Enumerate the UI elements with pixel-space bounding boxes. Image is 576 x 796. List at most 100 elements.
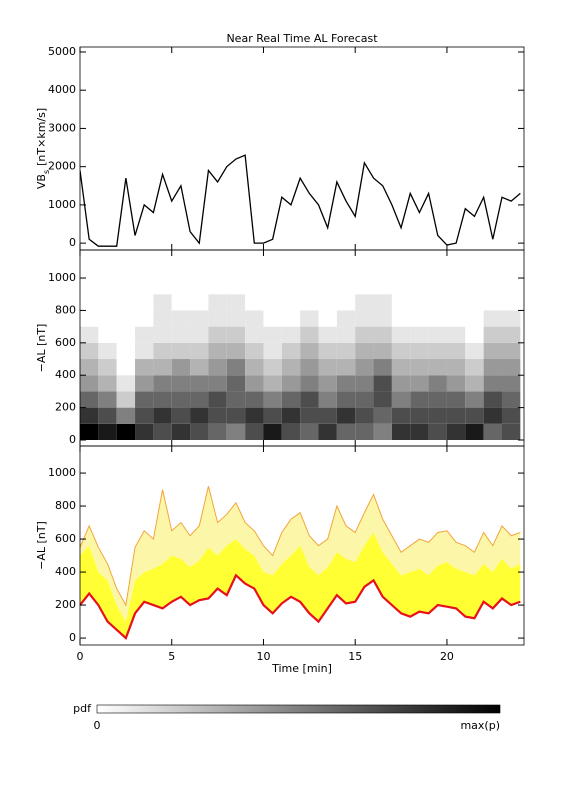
heat-cell bbox=[98, 407, 117, 424]
heat-cell bbox=[98, 326, 117, 343]
heat-cell bbox=[153, 310, 172, 327]
heat-cell bbox=[190, 342, 209, 360]
heat-cell bbox=[208, 375, 227, 392]
heat-cell bbox=[318, 423, 337, 441]
heat-cell bbox=[355, 407, 374, 424]
heat-cell bbox=[373, 342, 392, 360]
heat-cell bbox=[428, 310, 447, 327]
heat-cell bbox=[318, 326, 337, 343]
y-tick-label: 3000 bbox=[48, 121, 76, 134]
heat-cell bbox=[80, 375, 99, 392]
y-tick-label: 400 bbox=[55, 565, 76, 578]
heat-cell bbox=[116, 359, 136, 376]
heat-cell bbox=[171, 278, 191, 295]
heat-cell bbox=[501, 375, 521, 392]
heat-cell bbox=[208, 278, 227, 295]
heat-cell bbox=[483, 407, 502, 424]
heat-cell bbox=[410, 407, 429, 424]
heat-cell bbox=[226, 423, 246, 441]
heat-cell bbox=[373, 294, 392, 311]
heat-cell bbox=[263, 342, 282, 360]
y-axis-label-sub: s bbox=[42, 170, 51, 174]
heat-cell bbox=[245, 391, 264, 408]
heat-cell bbox=[300, 326, 319, 343]
heat-cell bbox=[483, 391, 502, 408]
heat-cell bbox=[446, 423, 466, 441]
heat-cell bbox=[391, 326, 411, 343]
heat-cell bbox=[190, 375, 209, 392]
x-tick-label: 5 bbox=[168, 650, 175, 663]
heat-cell bbox=[190, 359, 209, 376]
heat-cell bbox=[98, 359, 117, 376]
heat-cell bbox=[263, 375, 282, 392]
heat-cell bbox=[190, 391, 209, 408]
heat-cell bbox=[410, 423, 429, 441]
heat-cell bbox=[446, 375, 466, 392]
heat-cell bbox=[135, 342, 154, 360]
heat-cell bbox=[428, 359, 447, 376]
heat-cell bbox=[318, 294, 337, 311]
heat-cell bbox=[153, 407, 172, 424]
heat-cell bbox=[465, 391, 484, 408]
heat-cell bbox=[245, 294, 264, 311]
y-tick-label: 800 bbox=[55, 303, 76, 316]
heat-cell bbox=[355, 326, 374, 343]
heat-cell bbox=[80, 359, 99, 376]
heat-cell bbox=[80, 391, 99, 408]
heat-cell bbox=[336, 278, 356, 295]
heat-cell bbox=[373, 391, 392, 408]
heat-cell bbox=[300, 342, 319, 360]
y-tick-label: 4000 bbox=[48, 83, 76, 96]
heat-cell bbox=[190, 407, 209, 424]
heat-cell bbox=[135, 326, 154, 343]
heat-cell bbox=[446, 391, 466, 408]
heat-cell bbox=[446, 342, 466, 360]
chart-title: Near Real Time AL Forecast bbox=[226, 32, 378, 45]
y-tick-label: 0 bbox=[69, 236, 76, 249]
heat-cell bbox=[98, 310, 117, 327]
heat-cell bbox=[208, 359, 227, 376]
heat-cell bbox=[336, 310, 356, 327]
heat-cell bbox=[355, 294, 374, 311]
frame bbox=[79, 445, 525, 646]
heat-cell bbox=[135, 278, 154, 295]
heat-cell bbox=[336, 342, 356, 360]
heat-cell bbox=[281, 391, 301, 408]
heat-cell bbox=[116, 375, 136, 392]
x-tick-label: 0 bbox=[77, 650, 84, 663]
heat-cell bbox=[135, 391, 154, 408]
x-axis-label: Time [min] bbox=[271, 662, 332, 675]
heat-cell bbox=[410, 294, 429, 311]
colorbar-min-label: 0 bbox=[94, 719, 101, 732]
y-tick-label: 0 bbox=[69, 433, 76, 446]
heat-cell bbox=[171, 326, 191, 343]
heat-cell bbox=[428, 294, 447, 311]
heat-cell bbox=[336, 391, 356, 408]
heat-cell bbox=[226, 391, 246, 408]
heat-cell bbox=[98, 375, 117, 392]
series-line bbox=[80, 486, 521, 607]
heat-cell bbox=[263, 391, 282, 408]
colorbar-label: pdf bbox=[73, 702, 92, 715]
heat-cell bbox=[410, 326, 429, 343]
y-tick-label: 1000 bbox=[48, 198, 76, 211]
heat-cell bbox=[300, 310, 319, 327]
heat-cell bbox=[281, 294, 301, 311]
heat-cell bbox=[116, 326, 136, 343]
heat-cell bbox=[245, 407, 264, 424]
heat-cell bbox=[318, 342, 337, 360]
heat-cell bbox=[373, 375, 392, 392]
heat-cell bbox=[226, 294, 246, 311]
heat-cell bbox=[410, 375, 429, 392]
heat-cell bbox=[300, 423, 319, 441]
heat-cell bbox=[281, 342, 301, 360]
heat-cell bbox=[135, 359, 154, 376]
heat-cell bbox=[446, 294, 466, 311]
heat-cell bbox=[281, 310, 301, 327]
heat-cell bbox=[428, 375, 447, 392]
heat-cell bbox=[300, 375, 319, 392]
heat-cell bbox=[373, 310, 392, 327]
series-line bbox=[80, 573, 521, 640]
heat-cell bbox=[116, 407, 136, 424]
heat-cell bbox=[98, 391, 117, 408]
